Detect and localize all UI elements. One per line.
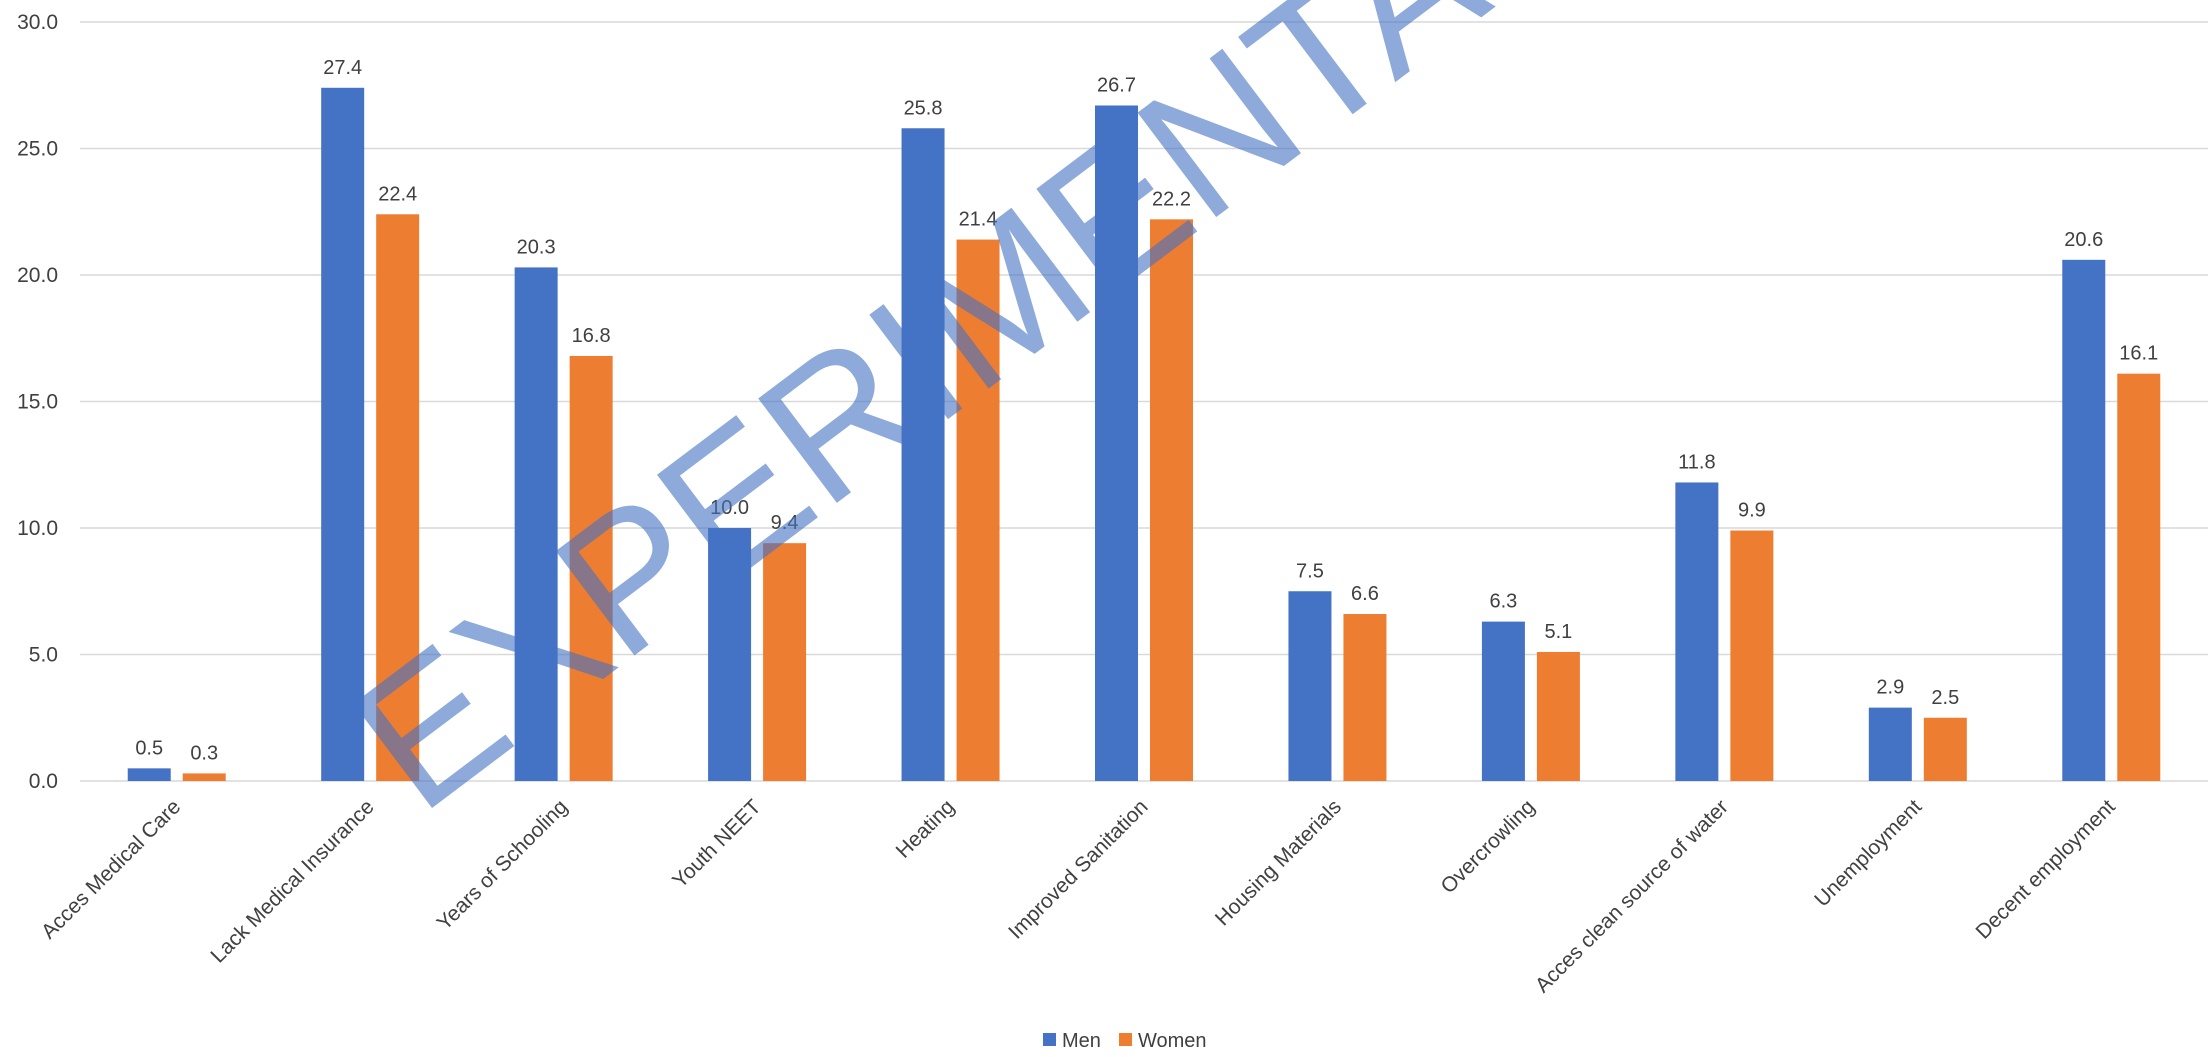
data-label-men: 26.7 — [1097, 74, 1136, 96]
data-label-men: 6.3 — [1490, 591, 1518, 613]
data-label-women: 16.8 — [572, 325, 611, 347]
data-label-men: 11.8 — [1678, 451, 1715, 473]
data-label-women: 22.4 — [378, 183, 417, 205]
y-tick-label: 20.0 — [17, 264, 58, 287]
data-label-men: 0.5 — [135, 737, 163, 759]
data-label-women: 0.3 — [190, 742, 218, 764]
bar-men — [514, 267, 558, 781]
bar-women — [182, 773, 226, 781]
data-label-men: 10.0 — [710, 497, 749, 519]
bar-women — [1923, 717, 1967, 781]
data-label-men: 27.4 — [323, 57, 362, 79]
x-category-label: Improved Sanitation — [1004, 795, 1152, 943]
legend-swatch-men — [1043, 1033, 1056, 1046]
bar-men — [901, 128, 945, 781]
bar-women — [956, 239, 1000, 781]
y-tick-label: 30.0 — [17, 11, 58, 34]
x-category-label: Overcrowling — [1437, 795, 1540, 898]
bar-men — [708, 528, 752, 781]
data-label-men: 7.5 — [1296, 560, 1324, 582]
bar-men — [1095, 105, 1138, 782]
data-label-women: 21.4 — [959, 209, 998, 231]
legend-swatch-women — [1119, 1033, 1132, 1046]
x-category-label: Acces clean source of water — [1531, 795, 1733, 997]
legend-label-women: Women — [1138, 1030, 1207, 1052]
x-category-label: Lack Medical Insurance — [206, 795, 378, 967]
bar-men — [1675, 482, 1719, 781]
x-category-label: Unemployment — [1810, 795, 1926, 911]
data-label-women: 5.1 — [1545, 621, 1573, 643]
data-label-men: 20.3 — [517, 236, 556, 258]
x-category-label: Heating — [892, 795, 959, 862]
bar-men — [127, 768, 171, 781]
bar-women — [569, 355, 613, 781]
bar-women — [1730, 530, 1774, 781]
data-label-women: 9.4 — [771, 512, 799, 534]
bar-women — [763, 543, 807, 781]
x-category-label: Youth NEET — [668, 795, 766, 893]
bar-women — [1343, 614, 1387, 781]
y-tick-label: 10.0 — [17, 517, 58, 540]
bar-men — [1288, 591, 1332, 781]
bar-men — [1868, 707, 1912, 781]
y-tick-label: 15.0 — [17, 391, 58, 414]
bar-women — [2117, 373, 2161, 781]
bar-women — [1536, 651, 1580, 781]
data-label-women: 9.9 — [1738, 500, 1766, 522]
bar-women — [1150, 219, 1193, 782]
bar-men — [2062, 259, 2106, 781]
bar-men — [321, 87, 365, 781]
bar-women — [376, 214, 420, 781]
x-category-label: Acces Medical Care — [37, 795, 185, 943]
data-label-men: 2.9 — [1876, 677, 1904, 699]
bar-men — [1481, 621, 1525, 781]
data-label-women: 6.6 — [1351, 583, 1379, 605]
data-label-women: 16.1 — [2119, 343, 2158, 365]
y-tick-label: 0.0 — [29, 770, 58, 793]
data-label-men: 25.8 — [904, 97, 943, 119]
data-label-men: 20.6 — [2064, 229, 2103, 251]
data-label-women: 22.2 — [1152, 188, 1191, 210]
data-label-women: 2.5 — [1931, 687, 1959, 709]
x-category-label: Decent employment — [1971, 795, 2119, 943]
x-category-label: Housing Materials — [1211, 795, 1346, 930]
y-tick-label: 5.0 — [29, 644, 58, 667]
legend-label-men: Men — [1062, 1030, 1101, 1052]
y-tick-label: 25.0 — [17, 138, 58, 161]
